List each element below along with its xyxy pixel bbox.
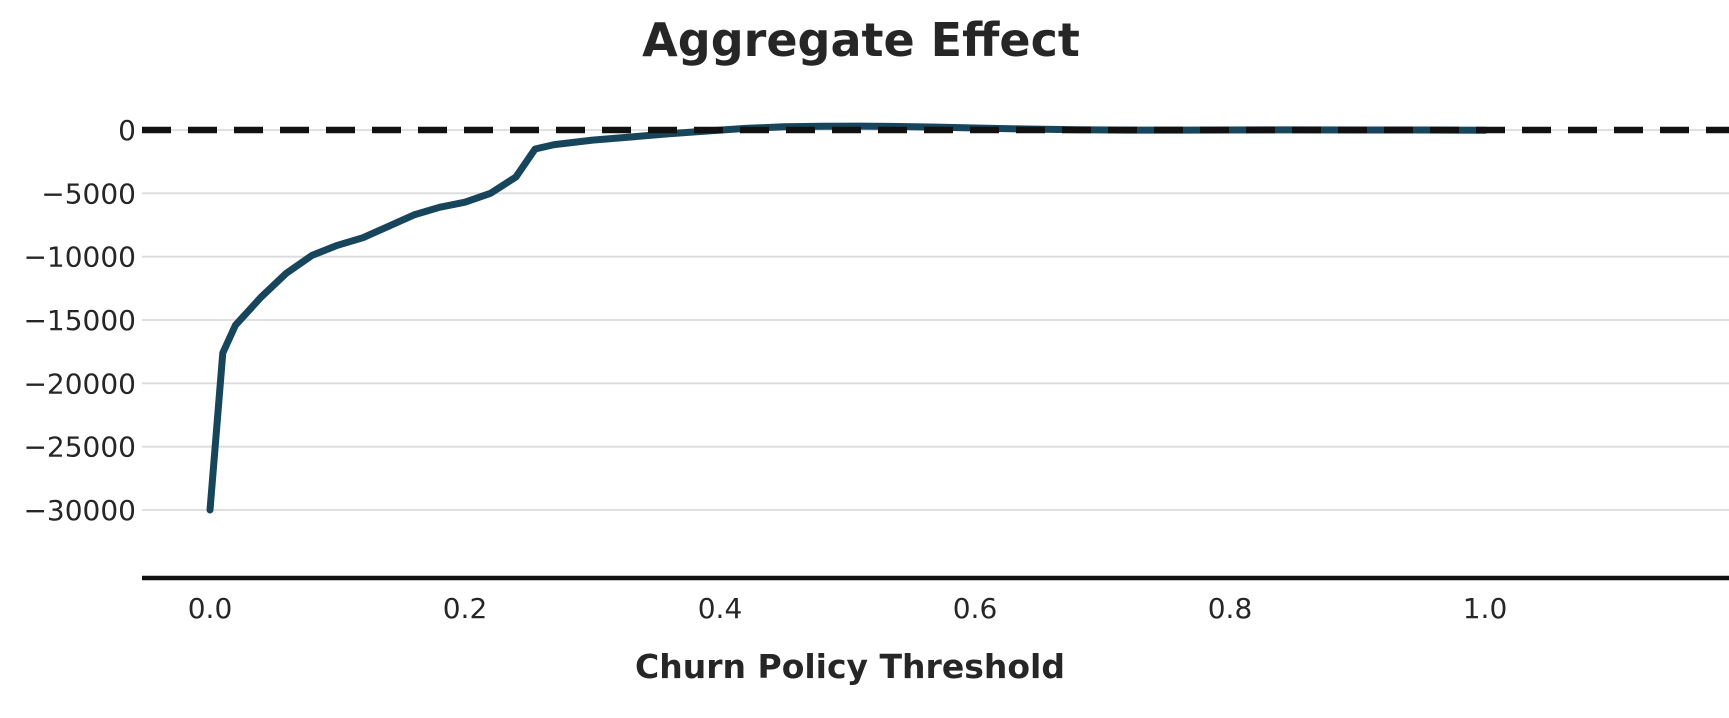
x-axis-label: Churn Policy Threshold [635,647,1065,686]
tick-labels-layer: 0 −5000 −10000 −15000 −20000 −25000 −30000 0.0 0… [23,114,1507,625]
y-tick-label: −20000 [23,367,136,400]
y-tick-label: −25000 [23,431,136,464]
x-tick-label: 0.8 [1208,592,1253,625]
x-tick-label: 0.6 [953,592,998,625]
series-layer [206,122,1489,514]
chart-title: Aggregate Effect [642,13,1080,67]
x-tick-label: 0.4 [698,592,743,625]
y-tick-label: −15000 [23,304,136,337]
x-tick-label: 1.0 [1463,592,1508,625]
y-tick-label: −30000 [23,494,136,527]
x-tick-label: 0.0 [188,592,233,625]
x-tick-label: 0.2 [443,592,488,625]
gridlines-layer [142,129,1729,511]
y-tick-label: −5000 [41,177,136,210]
y-tick-label: −10000 [23,241,136,274]
y-tick-label: 0 [118,114,136,147]
data-line-aggregate-effect [206,122,1489,514]
